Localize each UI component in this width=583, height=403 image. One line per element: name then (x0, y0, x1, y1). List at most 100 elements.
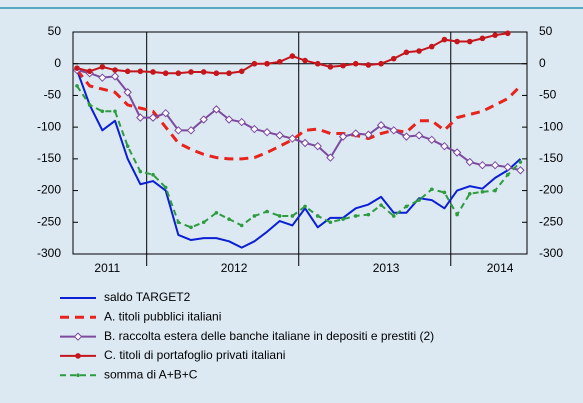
y2-tick-label: 50 (539, 24, 553, 38)
y-tick-label: -150 (37, 151, 61, 165)
series-marker (265, 209, 269, 214)
y-tick-label: -200 (37, 183, 61, 197)
series-marker (379, 203, 383, 207)
series-marker (429, 187, 434, 192)
series-marker (314, 60, 321, 67)
series-marker (516, 166, 525, 175)
series-marker (341, 217, 345, 221)
series-marker (313, 141, 322, 151)
series-marker (441, 36, 448, 43)
series-marker (138, 169, 143, 174)
series-marker (213, 70, 220, 77)
series-line (76, 85, 522, 229)
y2-tick-label: -100 (539, 119, 563, 133)
legend-label: somma di A+B+C (104, 367, 198, 381)
series-marker (113, 109, 117, 114)
series-marker (74, 65, 80, 71)
series-marker (161, 108, 170, 118)
x-tick-label: 2012 (221, 261, 248, 275)
legend-label: saldo TARGET2 (104, 290, 191, 304)
series-marker (490, 160, 500, 170)
series-marker (288, 134, 297, 143)
legend-label: C. titoli di portafoglio privati italian… (104, 348, 285, 362)
series-marker (251, 60, 258, 67)
series-marker (186, 126, 196, 135)
series-marker (75, 84, 79, 88)
series-marker (125, 144, 130, 148)
series-marker (440, 141, 449, 151)
series-marker (427, 135, 436, 145)
y-tick-label: -250 (37, 214, 61, 228)
series-marker (174, 126, 183, 135)
series-marker (351, 129, 360, 138)
series-marker (123, 88, 132, 97)
series-marker (404, 204, 409, 209)
y-tick-label: -50 (44, 88, 62, 102)
series-marker (338, 132, 348, 141)
series-marker (376, 121, 386, 130)
series-line (75, 69, 522, 161)
series-marker (214, 210, 219, 215)
series-marker (353, 214, 358, 218)
series-marker (201, 220, 206, 225)
legend-marker (75, 353, 81, 359)
series-marker (275, 131, 284, 140)
series-marker (389, 126, 398, 135)
series-marker (454, 38, 460, 45)
series-marker (262, 128, 272, 137)
series-marker (137, 68, 144, 75)
series-marker (226, 70, 232, 77)
series-marker (391, 214, 396, 218)
series-marker (124, 68, 131, 75)
series-marker (414, 131, 424, 140)
series-marker (466, 38, 473, 45)
y-tick-label: 0 (54, 56, 61, 70)
series-marker (378, 60, 384, 67)
series-marker (390, 55, 397, 62)
series-marker (162, 70, 169, 77)
series-marker (99, 64, 106, 70)
series-marker (199, 115, 208, 124)
y2-tick-label: 0 (539, 56, 546, 70)
x-tick-label: 2014 (487, 261, 514, 275)
plot-frame (72, 31, 528, 255)
series-marker (315, 214, 320, 218)
series-marker (227, 217, 231, 221)
series-marker (478, 160, 487, 170)
series-marker (250, 124, 259, 134)
series-marker (112, 67, 118, 73)
series-marker (340, 62, 346, 69)
series-marker (327, 64, 334, 70)
y-tick-label: 50 (48, 24, 62, 38)
series-marker (289, 53, 296, 59)
series-marker (224, 115, 234, 124)
series-marker (277, 214, 282, 218)
series-marker (455, 212, 459, 217)
series-marker (110, 72, 120, 81)
series-marker (300, 138, 310, 148)
series-marker (328, 220, 333, 225)
series-marker (189, 225, 193, 230)
series-marker (302, 57, 308, 64)
series-marker (290, 214, 295, 218)
y2-tick-label: -50 (539, 88, 557, 102)
series-marker (252, 214, 257, 218)
series-marker (188, 69, 194, 75)
series-marker (176, 220, 181, 225)
y2-tick-label: -300 (539, 246, 563, 260)
series-marker (467, 191, 472, 196)
series-marker (86, 68, 93, 75)
series-marker (505, 172, 510, 177)
series-marker (465, 157, 474, 167)
series-marker (480, 190, 485, 194)
series-marker (493, 188, 497, 193)
legend-marker (73, 332, 83, 341)
x-tick-label: 2013 (373, 261, 400, 275)
series-marker (212, 105, 221, 114)
series-marker (150, 69, 156, 75)
series-marker (479, 35, 486, 42)
series-marker (492, 32, 498, 38)
series-marker (403, 49, 410, 56)
y2-tick-label: -250 (539, 214, 563, 228)
